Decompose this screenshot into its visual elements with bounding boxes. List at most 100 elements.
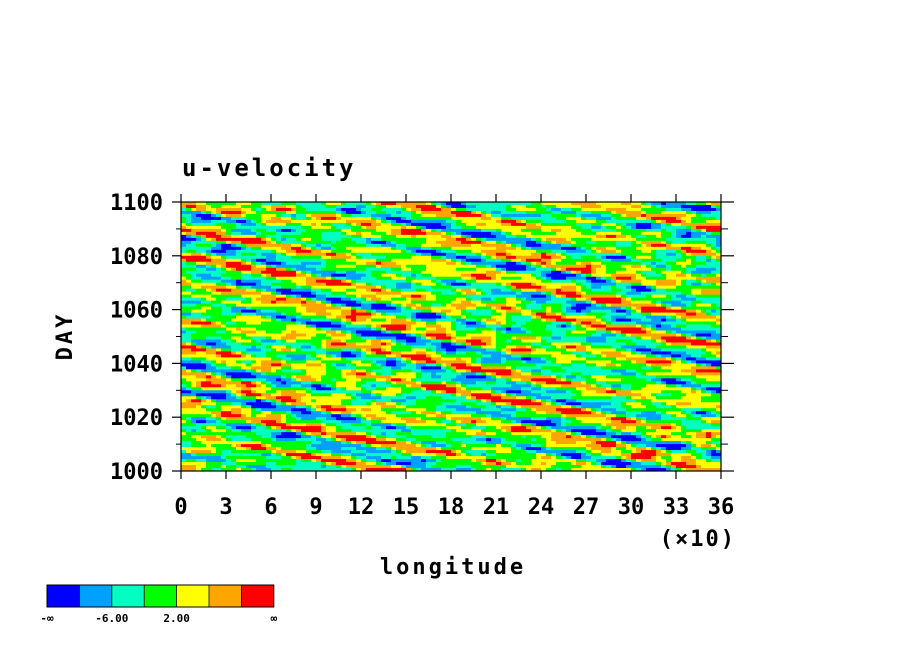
heatmap-cell bbox=[576, 213, 582, 218]
heatmap-cell bbox=[251, 270, 257, 275]
heatmap-cell bbox=[226, 270, 232, 275]
heatmap-cell bbox=[676, 270, 682, 275]
heatmap-cell bbox=[716, 330, 721, 335]
heatmap-cell bbox=[516, 333, 522, 338]
heatmap-cell bbox=[291, 333, 297, 338]
heatmap-cell bbox=[601, 252, 607, 257]
heatmap-cell bbox=[261, 282, 267, 287]
heatmap-cell bbox=[251, 273, 257, 278]
heatmap-cell bbox=[336, 276, 342, 281]
heatmap-cell bbox=[511, 309, 517, 314]
heatmap-cell bbox=[251, 324, 257, 329]
heatmap-cell bbox=[286, 312, 292, 317]
heatmap-cell bbox=[321, 204, 327, 209]
heatmap-cell bbox=[436, 202, 442, 206]
heatmap-cell bbox=[646, 267, 652, 272]
heatmap-cell bbox=[241, 276, 247, 281]
heatmap-cell bbox=[406, 246, 412, 251]
heatmap-cell bbox=[186, 273, 192, 278]
heatmap-cell bbox=[706, 276, 712, 281]
heatmap-cell bbox=[591, 306, 597, 311]
heatmap-cell bbox=[266, 219, 272, 224]
heatmap-cell bbox=[286, 243, 292, 248]
heatmap-cell bbox=[616, 276, 622, 281]
heatmap-cell bbox=[691, 303, 697, 308]
heatmap-cell bbox=[191, 270, 197, 275]
heatmap-cell bbox=[706, 303, 712, 308]
heatmap-cell bbox=[256, 282, 262, 287]
heatmap-cell bbox=[496, 240, 502, 245]
heatmap-cell bbox=[341, 246, 347, 251]
heatmap-cell bbox=[641, 306, 647, 311]
heatmap-cell bbox=[661, 303, 667, 308]
heatmap-cell bbox=[581, 285, 587, 290]
heatmap-cell bbox=[481, 294, 487, 299]
heatmap-cell bbox=[416, 237, 422, 242]
heatmap-cell bbox=[516, 294, 522, 299]
heatmap-cell bbox=[221, 231, 227, 236]
heatmap-cell bbox=[281, 303, 287, 308]
heatmap-cell bbox=[396, 255, 402, 260]
heatmap-cell bbox=[671, 306, 677, 311]
heatmap-cell bbox=[406, 231, 412, 236]
heatmap-cell bbox=[386, 291, 392, 296]
heatmap-cell bbox=[526, 309, 532, 314]
heatmap-cell bbox=[321, 231, 327, 236]
heatmap-cell bbox=[386, 318, 392, 323]
heatmap-cell bbox=[546, 216, 552, 221]
heatmap-cell bbox=[346, 294, 352, 299]
heatmap-cell bbox=[561, 297, 567, 302]
heatmap-cell bbox=[331, 231, 337, 236]
heatmap-cell bbox=[286, 279, 292, 284]
heatmap-cell bbox=[596, 204, 602, 209]
heatmap-cell bbox=[406, 202, 412, 206]
heatmap-cell bbox=[461, 228, 467, 233]
heatmap-cell bbox=[536, 237, 542, 242]
heatmap-cell bbox=[681, 243, 687, 248]
heatmap-cell bbox=[701, 264, 707, 269]
heatmap-cell bbox=[191, 291, 197, 296]
heatmap-cell bbox=[411, 219, 417, 224]
heatmap-cell bbox=[451, 234, 457, 239]
heatmap-cell bbox=[481, 202, 487, 206]
heatmap-cell bbox=[541, 270, 547, 275]
heatmap-cell bbox=[221, 216, 227, 221]
heatmap-cell bbox=[681, 333, 687, 338]
heatmap-cell bbox=[661, 234, 667, 239]
heatmap-cell bbox=[591, 330, 597, 335]
heatmap-cell bbox=[401, 330, 407, 335]
heatmap-cell bbox=[256, 243, 262, 248]
heatmap-cell bbox=[666, 258, 672, 263]
heatmap-cell bbox=[216, 252, 222, 257]
heatmap-cell bbox=[311, 327, 317, 332]
heatmap-cell bbox=[386, 204, 392, 209]
heatmap-cell bbox=[506, 219, 512, 224]
heatmap-cell bbox=[476, 333, 482, 338]
heatmap-cell bbox=[211, 282, 217, 287]
heatmap-cell bbox=[576, 267, 582, 272]
heatmap-cell bbox=[336, 243, 342, 248]
heatmap-cell bbox=[316, 246, 322, 251]
heatmap-cell bbox=[701, 297, 707, 302]
heatmap-cell bbox=[316, 300, 322, 305]
heatmap-cell bbox=[316, 270, 322, 275]
heatmap-cell bbox=[391, 207, 397, 212]
heatmap-cell bbox=[596, 330, 602, 335]
heatmap-cell bbox=[496, 216, 502, 221]
heatmap-cell bbox=[386, 309, 392, 314]
heatmap-cell bbox=[411, 240, 417, 245]
heatmap-cell bbox=[291, 213, 297, 218]
heatmap-cell bbox=[446, 216, 452, 221]
heatmap-cell bbox=[626, 228, 632, 233]
heatmap-cell bbox=[566, 294, 572, 299]
heatmap-cell bbox=[306, 318, 312, 323]
heatmap-cell bbox=[371, 276, 377, 281]
heatmap-cell bbox=[276, 330, 282, 335]
heatmap-cell bbox=[646, 255, 652, 260]
heatmap-cell bbox=[416, 318, 422, 323]
heatmap-cell bbox=[511, 321, 517, 326]
heatmap-cell bbox=[181, 258, 187, 263]
heatmap-cell bbox=[376, 207, 382, 212]
heatmap-cell bbox=[266, 282, 272, 287]
heatmap-cell bbox=[296, 339, 302, 344]
